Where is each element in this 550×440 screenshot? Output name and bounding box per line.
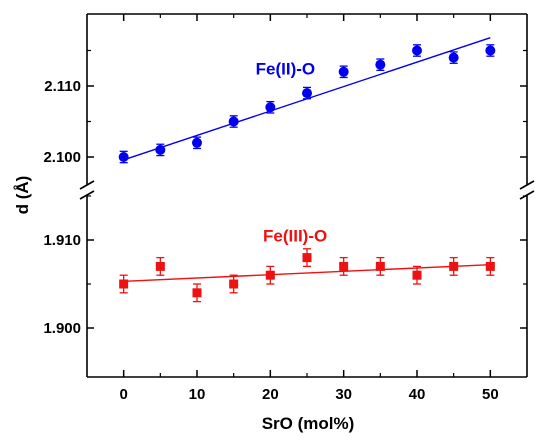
data-points	[118, 44, 496, 303]
data-point	[155, 256, 165, 276]
break-mark-right-1	[519, 180, 535, 190]
marker-circle	[265, 102, 276, 113]
data-point	[302, 248, 312, 268]
series-annotation: Fe(II)-O	[256, 59, 316, 78]
y-tick-label: 2.110	[44, 78, 81, 95]
marker-circle	[118, 152, 129, 162]
axis-break	[79, 180, 535, 200]
marker-square	[229, 279, 239, 289]
y-tick-label: 1.900	[43, 320, 81, 337]
data-point	[485, 256, 495, 276]
marker-square	[302, 253, 312, 263]
marker-square	[485, 261, 495, 271]
tick-labels: 0 10 20 30 40 50 2.100 2.110 1.900 1.910	[43, 78, 498, 403]
break-mark-right-2	[519, 190, 535, 200]
axis-ticks	[87, 14, 527, 377]
marker-circle	[412, 45, 422, 56]
data-point	[229, 274, 239, 294]
y-tick-label: 2.100	[43, 149, 81, 166]
fit-line	[123, 263, 491, 283]
x-tick-label: 10	[189, 386, 206, 403]
marker-square	[412, 270, 422, 280]
series-annotation: Fe(III)-O	[263, 227, 327, 246]
marker-circle	[375, 59, 386, 70]
marker-circle	[302, 88, 312, 99]
data-point	[118, 150, 129, 164]
data-point	[338, 65, 349, 79]
data-point	[448, 51, 459, 64]
data-point	[119, 274, 129, 294]
data-point	[265, 100, 276, 114]
data-point	[449, 256, 459, 276]
marker-circle	[338, 66, 349, 77]
marker-square	[339, 261, 349, 271]
data-point	[228, 115, 239, 128]
x-tick-label: 0	[119, 386, 127, 403]
marker-square	[119, 279, 129, 289]
marker-circle	[228, 116, 239, 127]
x-axis-title: SrO (mol%)	[262, 414, 355, 433]
data-point	[192, 283, 202, 303]
data-point	[412, 265, 422, 285]
x-tick-label: 40	[409, 386, 426, 403]
y-axis-title: d (Å)	[13, 176, 32, 215]
marker-square	[155, 261, 165, 271]
marker-circle	[192, 137, 202, 148]
marker-circle	[448, 52, 459, 63]
x-tick-label: 50	[482, 386, 499, 403]
break-mark-left-2	[79, 190, 95, 200]
marker-square	[449, 261, 459, 271]
data-point	[375, 256, 385, 276]
data-point	[485, 44, 496, 57]
data-point	[375, 58, 386, 72]
data-point	[192, 136, 202, 150]
marker-circle	[155, 144, 166, 155]
y-tick-label: 1.910	[43, 232, 81, 249]
marker-square	[265, 270, 275, 280]
marker-circle	[485, 45, 496, 56]
series-annotations: Fe(II)-O Fe(III)-O	[256, 59, 328, 245]
data-point	[302, 86, 312, 100]
x-tick-label: 30	[335, 386, 352, 403]
data-point	[155, 143, 166, 157]
break-mark-left-1	[79, 180, 95, 190]
data-point	[339, 256, 349, 276]
data-point	[265, 265, 275, 285]
marker-square	[192, 288, 202, 298]
data-point	[412, 44, 422, 57]
marker-square	[375, 261, 385, 271]
x-tick-label: 20	[262, 386, 279, 403]
